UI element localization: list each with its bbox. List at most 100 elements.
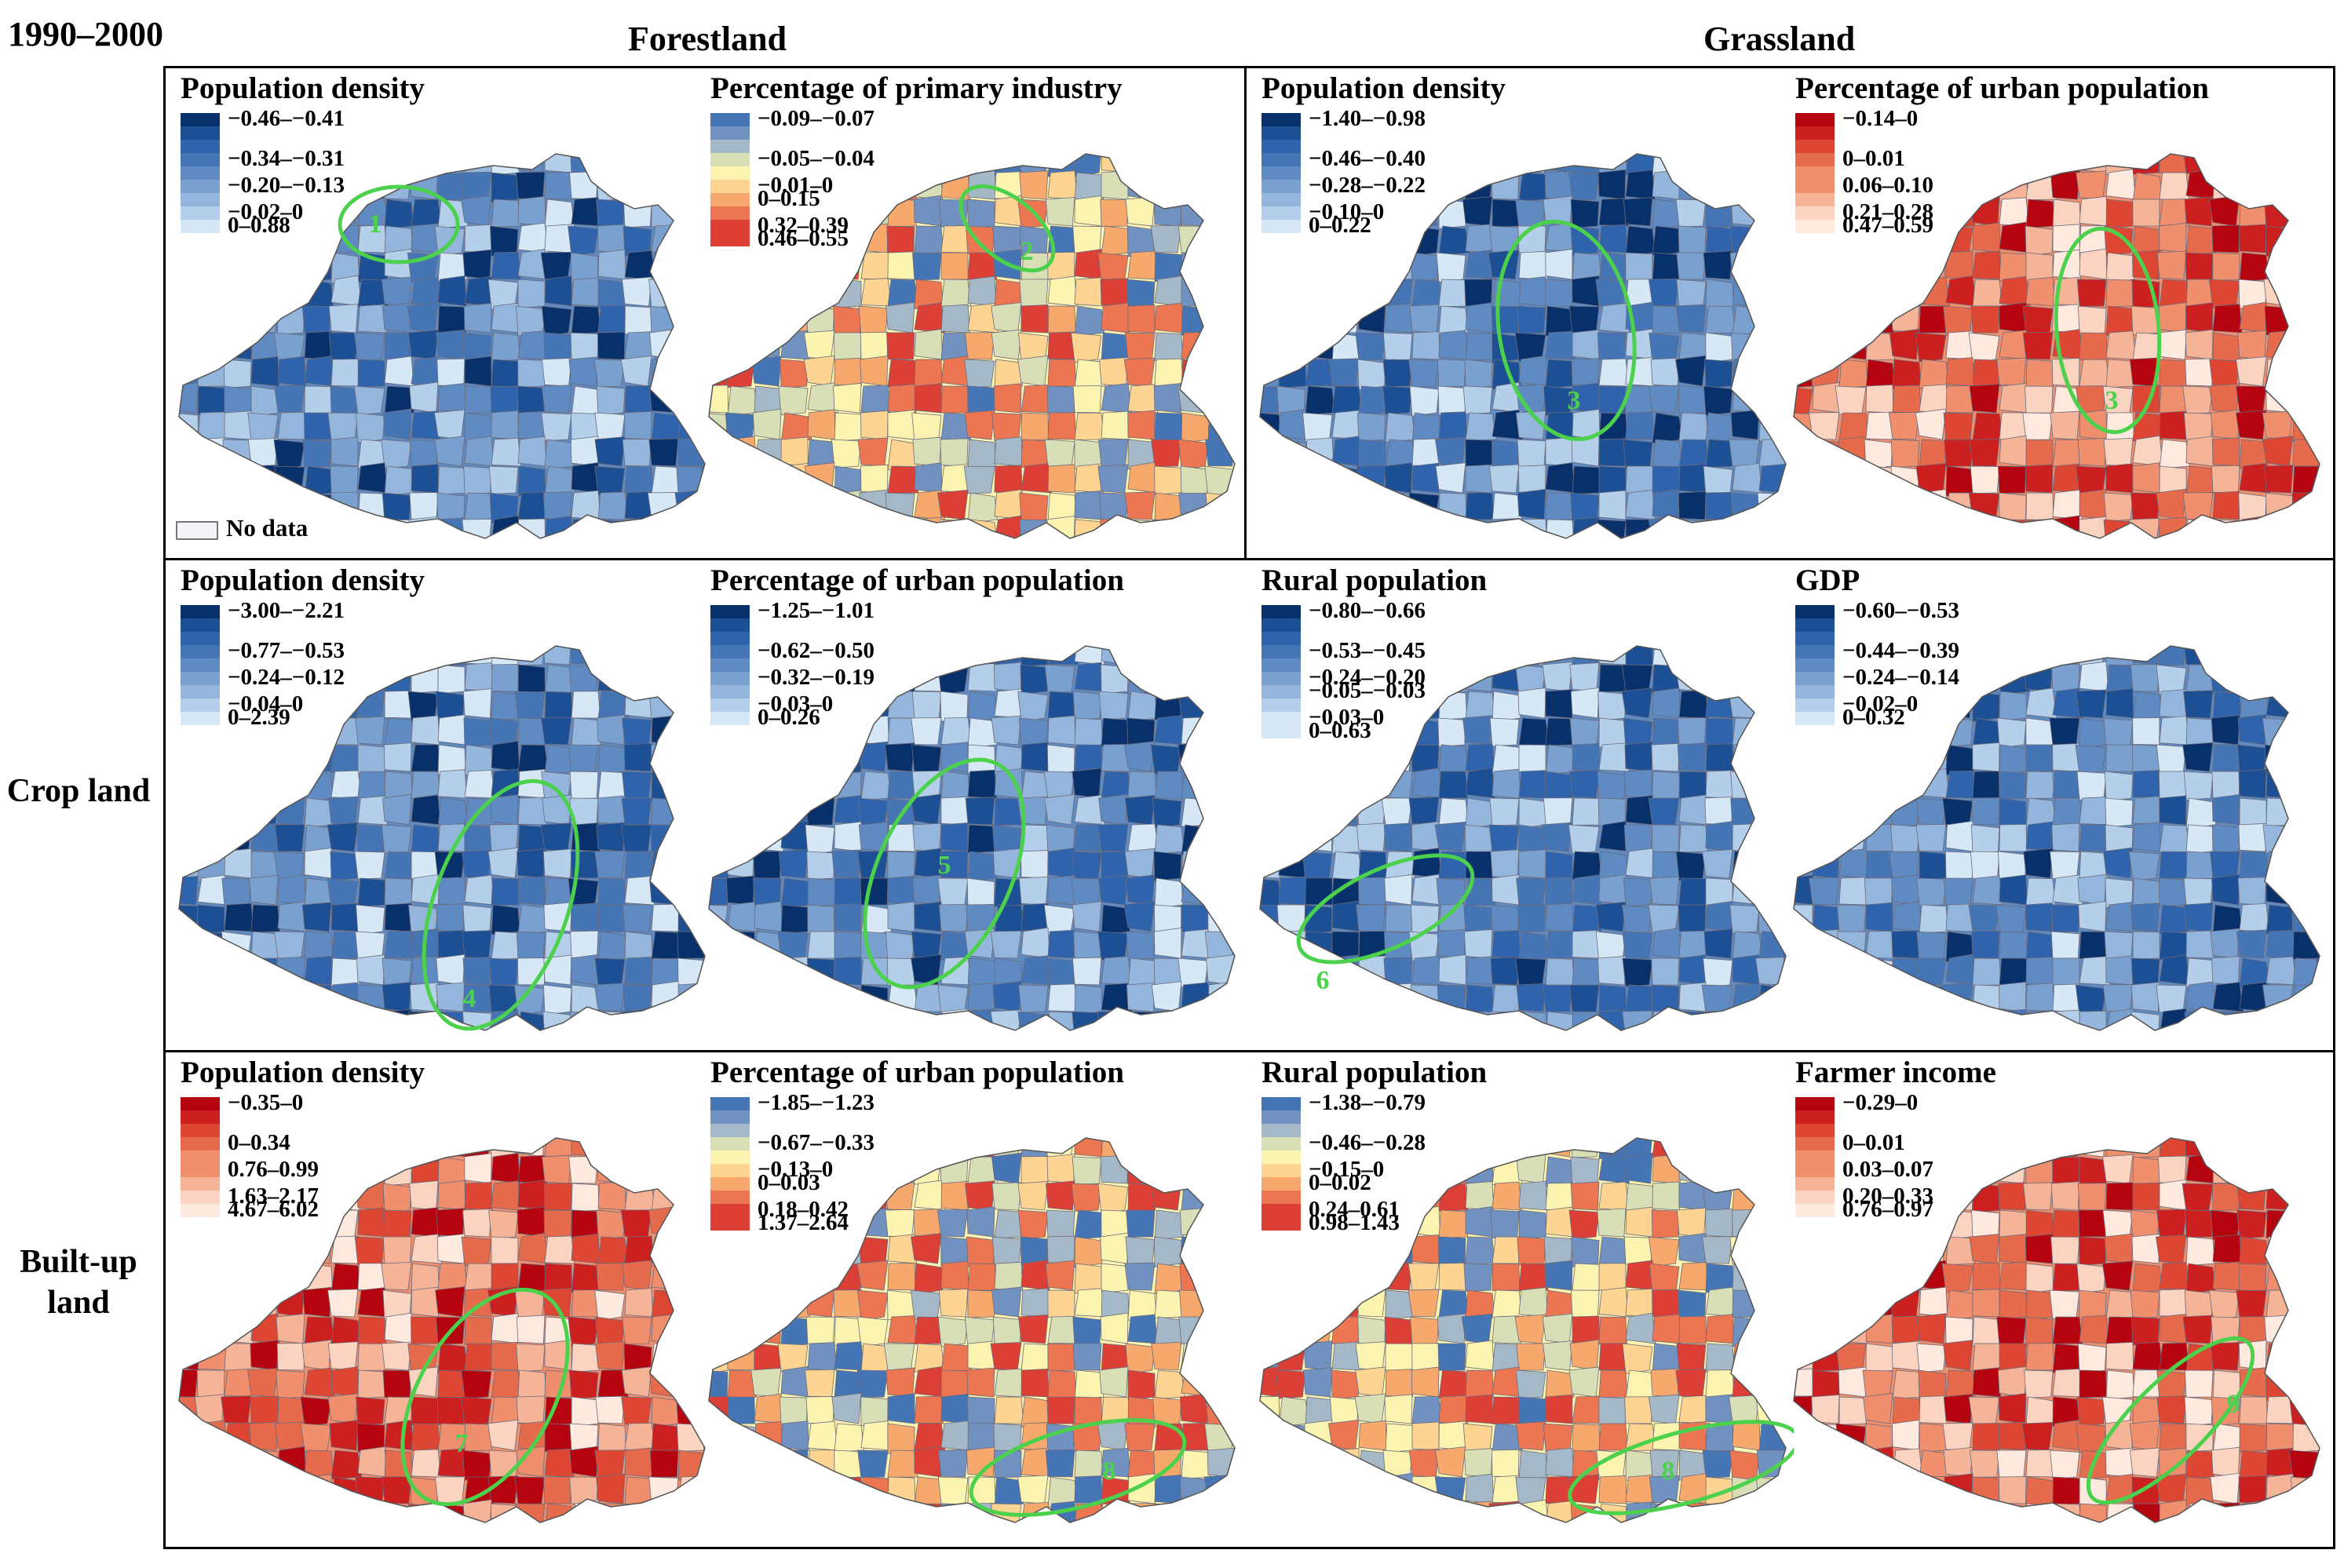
county-unit	[2317, 664, 2320, 695]
county-unit	[1075, 1038, 1103, 1046]
county-unit	[727, 1314, 758, 1344]
county-unit	[1260, 1501, 1280, 1522]
legend-label: −0.32–−0.19	[758, 665, 875, 690]
county-unit	[754, 957, 784, 986]
county-unit	[1437, 359, 1466, 388]
county-unit	[435, 1286, 466, 1318]
county-unit	[1203, 1474, 1235, 1504]
county-unit	[327, 412, 359, 440]
county-unit	[1154, 1138, 1182, 1158]
choropleth-map: 2	[708, 153, 1236, 539]
legend-row: 0.20–0.33	[1795, 1183, 2109, 1209]
county-unit	[2211, 956, 2240, 986]
county-unit	[1260, 794, 1280, 826]
county-unit	[1597, 332, 1627, 360]
county-unit	[2079, 359, 2111, 387]
county-unit	[1072, 1343, 1102, 1371]
county-unit	[709, 1501, 728, 1522]
county-unit	[1758, 824, 1786, 855]
county-unit	[834, 516, 863, 538]
legend-swatch	[181, 658, 220, 672]
county-unit	[491, 1152, 520, 1184]
county-unit	[517, 1206, 546, 1238]
county-unit	[2159, 1289, 2187, 1318]
county-unit	[1892, 492, 1922, 523]
county-unit	[1997, 1366, 2027, 1398]
county-unit	[224, 957, 255, 986]
county-unit	[1648, 278, 1680, 307]
county-unit	[621, 771, 652, 800]
county-unit	[1020, 412, 1049, 441]
county-unit	[2319, 646, 2320, 665]
county-unit	[1701, 1138, 1733, 1161]
county-unit	[1127, 1011, 1156, 1030]
county-unit	[434, 517, 466, 538]
county-unit	[1812, 329, 1843, 360]
county-unit	[597, 279, 626, 310]
county-unit	[1598, 358, 1630, 387]
map-panel: 6 Rural population −0.80–−0.66 −0.53–−0.45−…	[1252, 560, 1794, 1046]
county-unit	[541, 305, 572, 337]
county-unit	[544, 171, 574, 200]
county-unit	[303, 1501, 332, 1522]
county-unit	[1276, 1423, 1306, 1453]
legend-label: 0–0.03	[758, 1170, 820, 1195]
county-unit	[383, 546, 411, 554]
county-unit	[491, 1369, 523, 1398]
county-unit	[1705, 664, 1733, 694]
county-unit	[1207, 1286, 1235, 1318]
county-unit	[249, 1263, 279, 1294]
county-unit	[1597, 1208, 1627, 1238]
county-unit	[1515, 957, 1546, 987]
legend-swatch	[1795, 180, 1835, 193]
county-unit	[725, 465, 755, 495]
county-unit	[2022, 305, 2054, 336]
legend-row: −0.60–−0.53	[1795, 598, 2109, 623]
county-unit	[750, 1289, 782, 1318]
region-outline	[1793, 153, 2320, 539]
county-unit	[1678, 1152, 1707, 1184]
county-unit	[805, 1396, 835, 1424]
legend-label: −0.01–0	[758, 173, 834, 198]
county-unit	[2077, 437, 2107, 467]
legend-label: −0.05–−0.03	[1309, 678, 1426, 703]
county-unit	[1331, 1448, 1360, 1478]
county-unit	[1154, 412, 1183, 441]
row-label-text: Crop land	[6, 773, 151, 809]
county-unit	[2291, 492, 2320, 520]
county-unit	[1207, 199, 1235, 229]
county-unit	[1204, 1156, 1235, 1187]
county-unit	[2077, 873, 2107, 906]
county-unit	[1234, 1263, 1235, 1293]
county-unit	[2158, 301, 2187, 334]
county-unit	[1730, 646, 1760, 665]
county-unit	[1046, 385, 1075, 414]
legend-swatch	[710, 220, 750, 233]
highlight-circle	[958, 184, 1056, 273]
legend-row: −0.01–0	[710, 173, 1024, 198]
county-unit	[2050, 1181, 2080, 1211]
county-unit	[1891, 1420, 1920, 1451]
county-unit	[1127, 384, 1159, 414]
legend-swatch	[181, 1191, 220, 1204]
legend-swatch	[1261, 113, 1301, 126]
county-unit	[515, 546, 545, 554]
county-unit	[541, 357, 572, 387]
county-unit	[1045, 197, 1075, 227]
legend-row: 0.46–0.55	[710, 226, 1024, 251]
legend: −3.00–−2.21 −0.77–−0.53 −0.24–−0.12 −0.04–0…	[181, 598, 495, 730]
county-unit	[2317, 1340, 2320, 1371]
county-unit	[597, 744, 627, 775]
county-unit	[1276, 252, 1306, 283]
county-unit	[411, 1449, 442, 1478]
county-unit	[780, 877, 812, 909]
county-unit	[304, 252, 332, 283]
county-unit	[1355, 492, 1386, 522]
county-unit	[437, 305, 466, 334]
county-unit	[914, 359, 943, 387]
county-unit	[2237, 877, 2267, 906]
county-unit	[727, 491, 755, 520]
county-unit	[1411, 1530, 1439, 1538]
county-unit	[1358, 877, 1386, 906]
county-unit	[1409, 385, 1440, 417]
